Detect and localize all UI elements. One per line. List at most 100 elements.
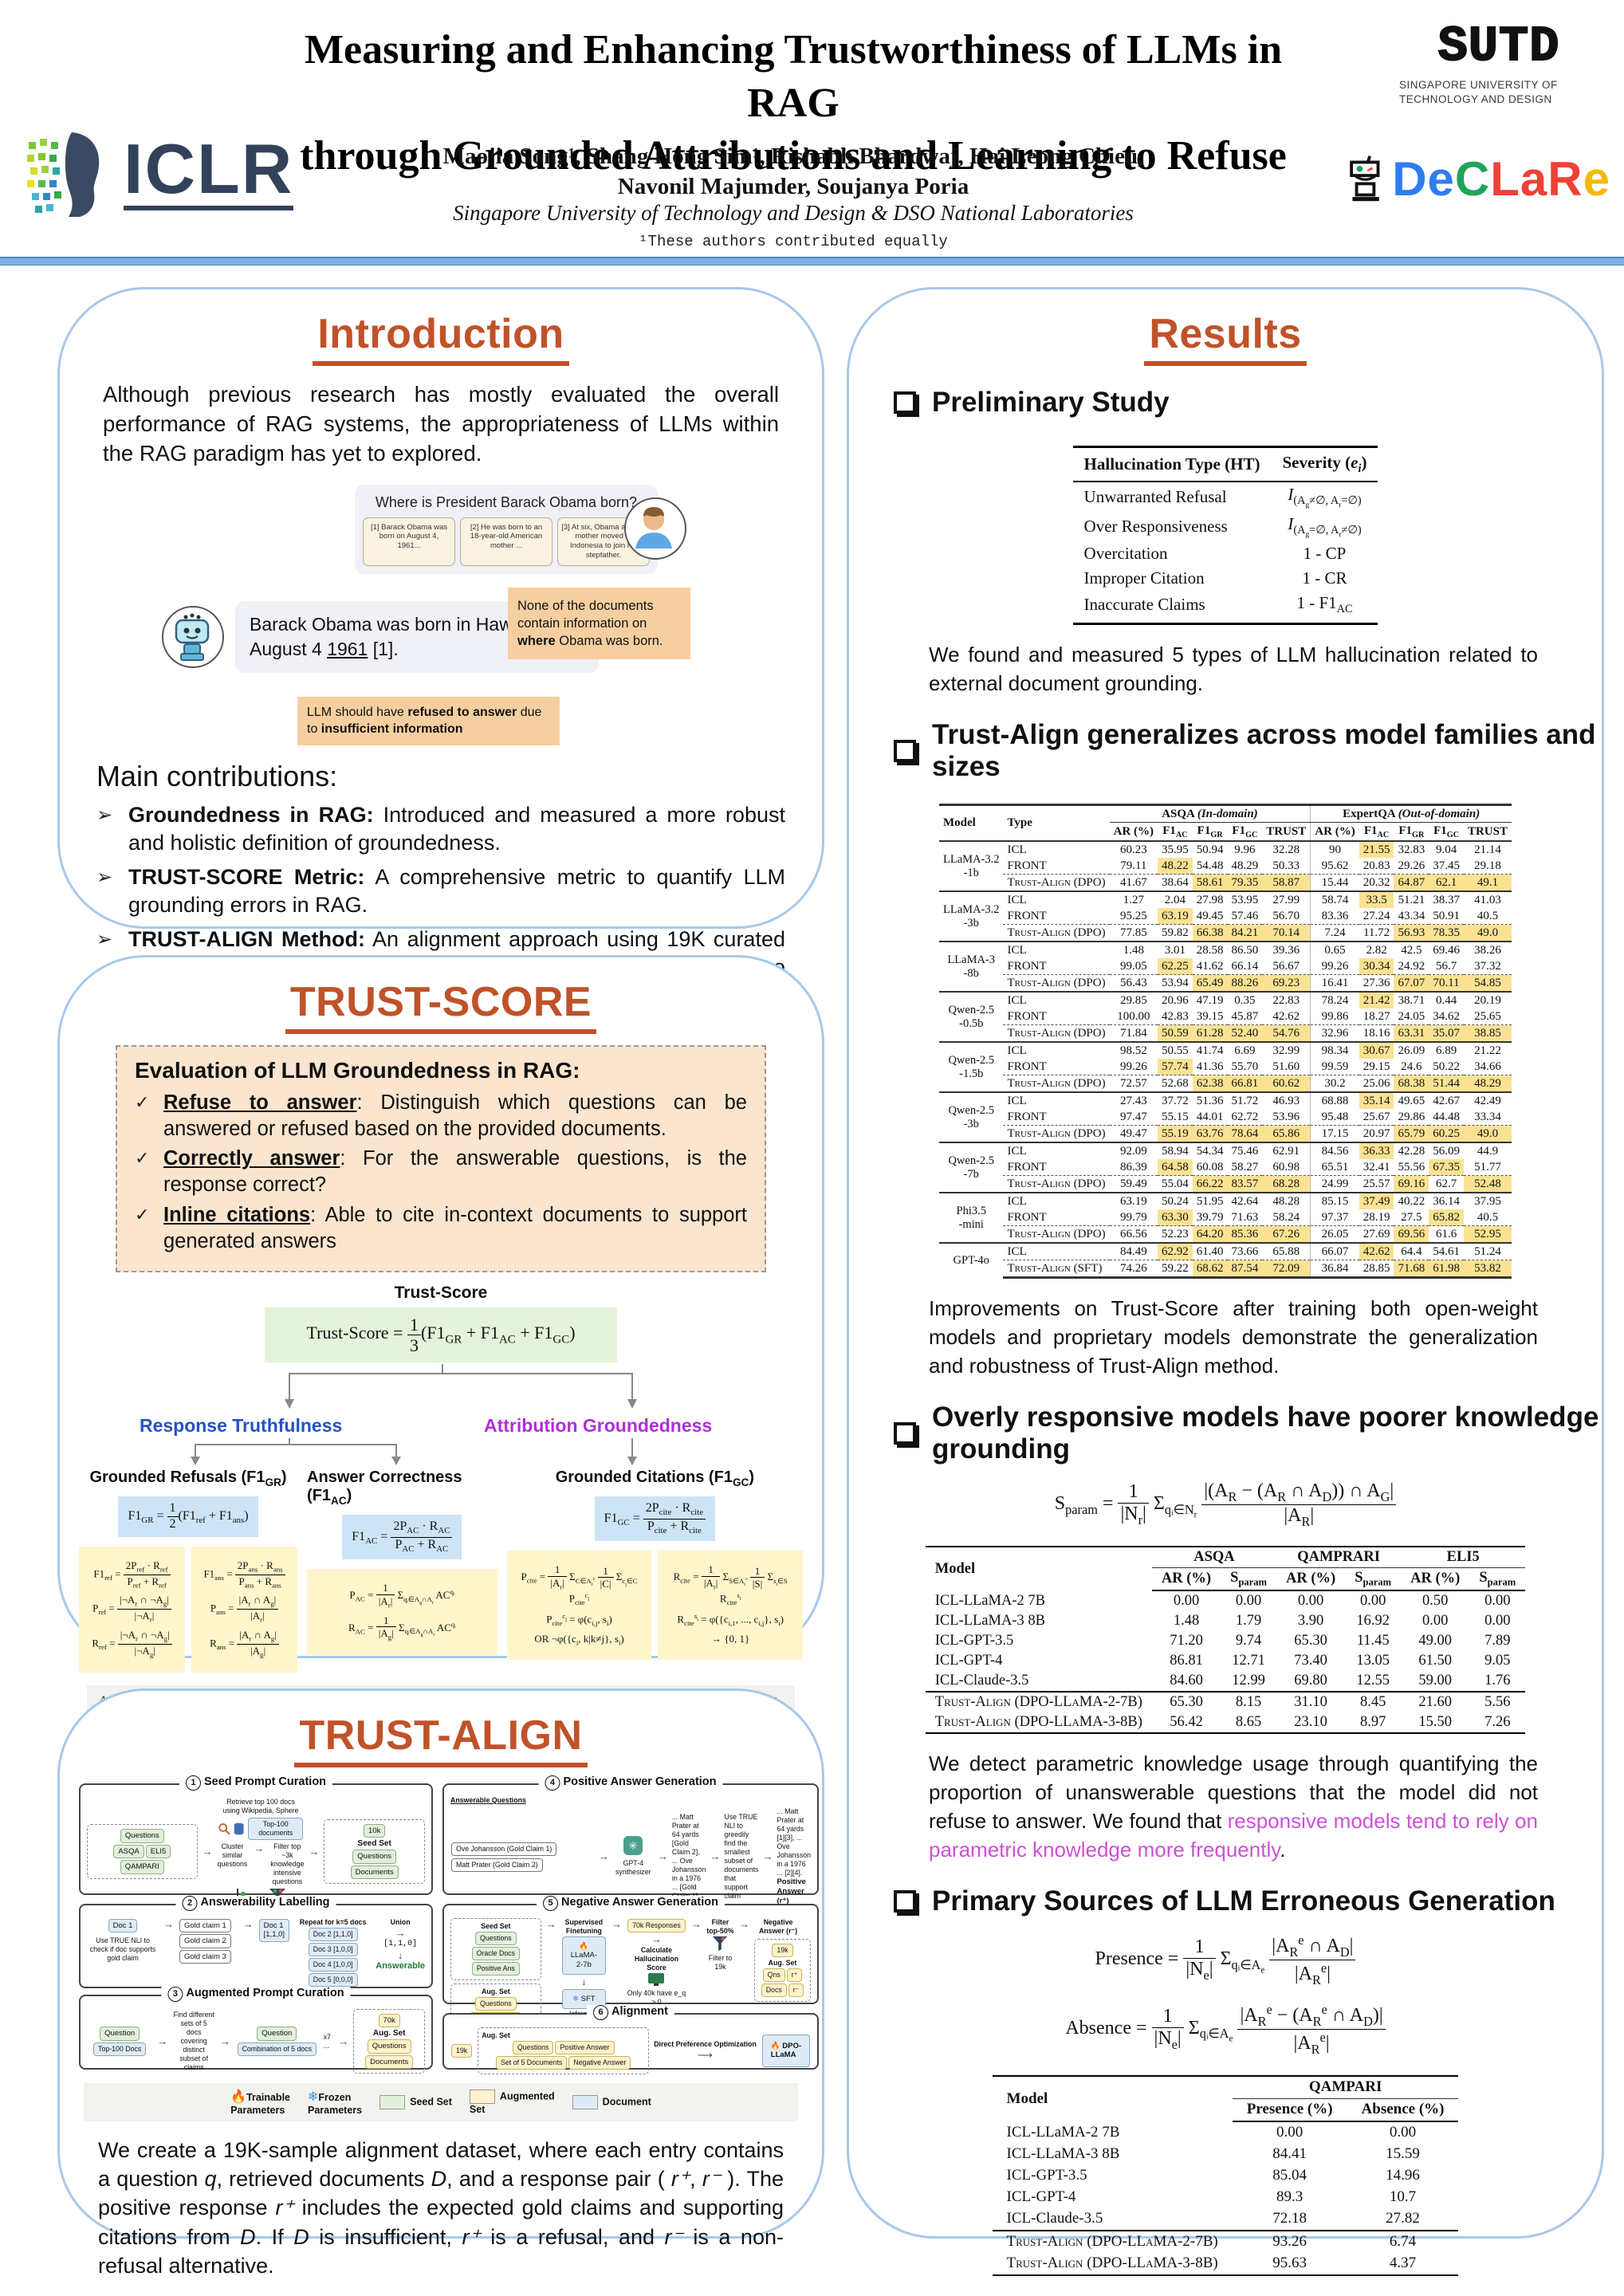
type-cell: ICL (1003, 1041, 1110, 1060)
value-cell: 3.01 (1158, 941, 1193, 959)
value-cell: 27.43 (1109, 1091, 1158, 1110)
formula: F1ref = 2Pref · Rref Pref + Rref (85, 1559, 179, 1590)
value-cell: 59.49 (1109, 1175, 1158, 1193)
value-cell: 0.00 (1484, 1613, 1511, 1630)
metric-columns: Grounded Refusals (F1GR) F1GR = 1 2 (F1ref… (79, 1468, 803, 1673)
type-cell: Trust-Align (DPO) (1003, 1024, 1110, 1043)
table-row: ICL-LLaMA-2 7B 0.00 0.00 0.00 0.00 0.50 0.00 (926, 1590, 1526, 1611)
value-cell: 65.30 (1294, 1633, 1327, 1649)
f1gr-formula-box: F1GR = 1 2 (F1ref + F1ans) (118, 1496, 258, 1537)
value-cell: 41.62 (1196, 959, 1224, 973)
value-cell: 58.27 (1231, 1160, 1259, 1174)
value-cell: 59.22 (1158, 1260, 1193, 1280)
col-header: Severity (ei) (1271, 446, 1378, 483)
type-cell: ICL (1003, 840, 1110, 859)
list-item: Oracle Docs (471, 1946, 521, 1960)
value-cell: 99.59 (1310, 1059, 1359, 1075)
trust-score-panel: TRUST-SCORE Evaluation of LLM Groundedne… (57, 955, 824, 1771)
value-cell: 99.86 (1310, 1008, 1359, 1025)
value-cell: 45.87 (1231, 1009, 1259, 1023)
table-row: FRONT 97.47 55.15 44.01 62.72 53.96 95.48 25.67… (939, 1109, 1512, 1126)
annotation-note-refusal: LLM should have refused to answer due to… (297, 696, 560, 745)
branch-response-truthfulness: Response Truthfulness (139, 1415, 343, 1437)
table-row: Overcitation 1 - CP (1083, 544, 1347, 564)
value-cell: 58.74 (1310, 890, 1359, 909)
table-row: FRONT 99.79 63.30 39.79 71.63 58.24 97.37 28.19… (939, 1209, 1512, 1226)
value-cell: 32.28 (1262, 840, 1311, 859)
col-subheader: TRUST (1262, 822, 1311, 843)
value-cell: 71.68 (1394, 1260, 1429, 1280)
list-item: Questions (367, 2039, 411, 2054)
formula: F1ans = 2Pans · Rans Pans + Rans (198, 1559, 291, 1590)
value-cell: 72.18 (1272, 2210, 1307, 2227)
poster-title-line1: Measuring and Enhancing Trustworthiness … (304, 27, 1283, 126)
value-cell: 85.36 (1227, 1225, 1263, 1244)
iclr-logo-icon (27, 132, 100, 217)
diagram-legend: 🔥Trainable Parameters ❄Frozen Parameters See… (84, 2083, 798, 2121)
value-cell: 79.11 (1120, 859, 1147, 872)
absence-formula: Absence = 1 |Ne| Σqᵢ∈Ae |ARe − (ARe ∩ AD)… (849, 2003, 1602, 2056)
question-text: Where is President Barack Obama born? (375, 493, 638, 510)
tree-connector-bottom (84, 1437, 798, 1468)
declare-logo: DeCLaRe (1347, 142, 1610, 215)
value-cell: 40.22 (1394, 1192, 1429, 1210)
value-cell: 4.37 (1347, 2252, 1459, 2276)
value-cell: 0.35 (1227, 991, 1263, 1009)
table-row: FRONT 86.39 64.58 60.08 58.27 60.98 65.51 32.41… (939, 1159, 1512, 1176)
col-subheader: Sparam (1221, 1567, 1277, 1592)
qampari-table: Model QAMPARI Presence (%) Absence (%) ICL-L… (992, 2074, 1459, 2276)
value-cell: 0.00 (1359, 1593, 1386, 1610)
value-cell: 51.44 (1429, 1075, 1464, 1093)
value-cell: 64.58 (1158, 1159, 1193, 1176)
value-cell: 52.40 (1227, 1024, 1263, 1043)
value-cell: 9.04 (1429, 840, 1464, 859)
value-cell: 55.19 (1158, 1125, 1193, 1143)
legend-item: Document (572, 2095, 651, 2109)
col-subheader: F1GR (1192, 822, 1228, 843)
model-cell: Phi3.5 -mini (939, 1192, 1004, 1244)
robot-avatar (162, 605, 224, 668)
value-cell: 62.1 (1429, 874, 1464, 892)
value-cell: 42.64 (1227, 1192, 1263, 1210)
col-group: QAMPARI (1232, 2074, 1459, 2099)
value-cell: 51.36 (1192, 1091, 1228, 1110)
type-cell: FRONT (1007, 1210, 1047, 1224)
value-cell: 64.20 (1192, 1225, 1228, 1244)
value-cell: 30.2 (1310, 1075, 1359, 1093)
value-cell: 42.28 (1394, 1142, 1429, 1160)
value-cell: 95.48 (1310, 1109, 1359, 1126)
value-cell: 50.59 (1158, 1024, 1193, 1043)
list-item: ✓ Inline citations: Able to cite in-conte… (135, 1202, 747, 1255)
value-cell: 78.64 (1227, 1125, 1263, 1143)
value-cell: 67.07 (1394, 974, 1429, 993)
value-cell: 26.05 (1310, 1225, 1359, 1244)
svg-text:✳: ✳ (628, 1839, 638, 1852)
value-cell: 51.24 (1463, 1242, 1512, 1260)
value-cell: 26.09 (1394, 1041, 1429, 1060)
model-cell: Qwen-2.5 -1.5b (939, 1041, 1004, 1093)
value-cell: 21.42 (1359, 991, 1394, 1009)
value-cell: 98.34 (1310, 1041, 1359, 1060)
value-cell: 53.82 (1463, 1260, 1512, 1280)
value-cell: 54.76 (1262, 1024, 1311, 1043)
value-cell: 66.81 (1227, 1075, 1263, 1093)
formula: Rcitesi = φ({ci,1, ..., ci,j}, si) (677, 1611, 784, 1627)
value-cell: 51.77 (1474, 1160, 1501, 1174)
value-cell: 65.30 (1151, 1691, 1221, 1713)
trust-align-title: TRUST-ALIGN (294, 1712, 588, 1767)
value-cell: 42.67 (1429, 1091, 1464, 1110)
sparam-table: Model ASQA QAMPRARI ELI5 AR (%) Sparam AR (%) S… (925, 1545, 1526, 1735)
value-cell: 49.47 (1109, 1125, 1158, 1143)
value-cell: 62.38 (1192, 1075, 1228, 1093)
value-cell: 21.60 (1401, 1691, 1470, 1713)
value-cell: 84.56 (1310, 1142, 1359, 1160)
value-cell: 72.09 (1262, 1260, 1311, 1280)
list-item: Docs (761, 1983, 787, 1997)
value-cell: 34.62 (1433, 1009, 1460, 1023)
list-item: Gold claim 3 (179, 1949, 231, 1964)
bullet-icon: ➢ (96, 804, 113, 826)
value-cell: 11.45 (1356, 1633, 1390, 1649)
magenta-finding: responsive models tend to rely on parame… (929, 1809, 1538, 1862)
step5-negative-answer-generation: 5 Negative Answer Generation Seed Set Que… (442, 1896, 819, 2031)
value-cell: 58.94 (1158, 1142, 1193, 1160)
